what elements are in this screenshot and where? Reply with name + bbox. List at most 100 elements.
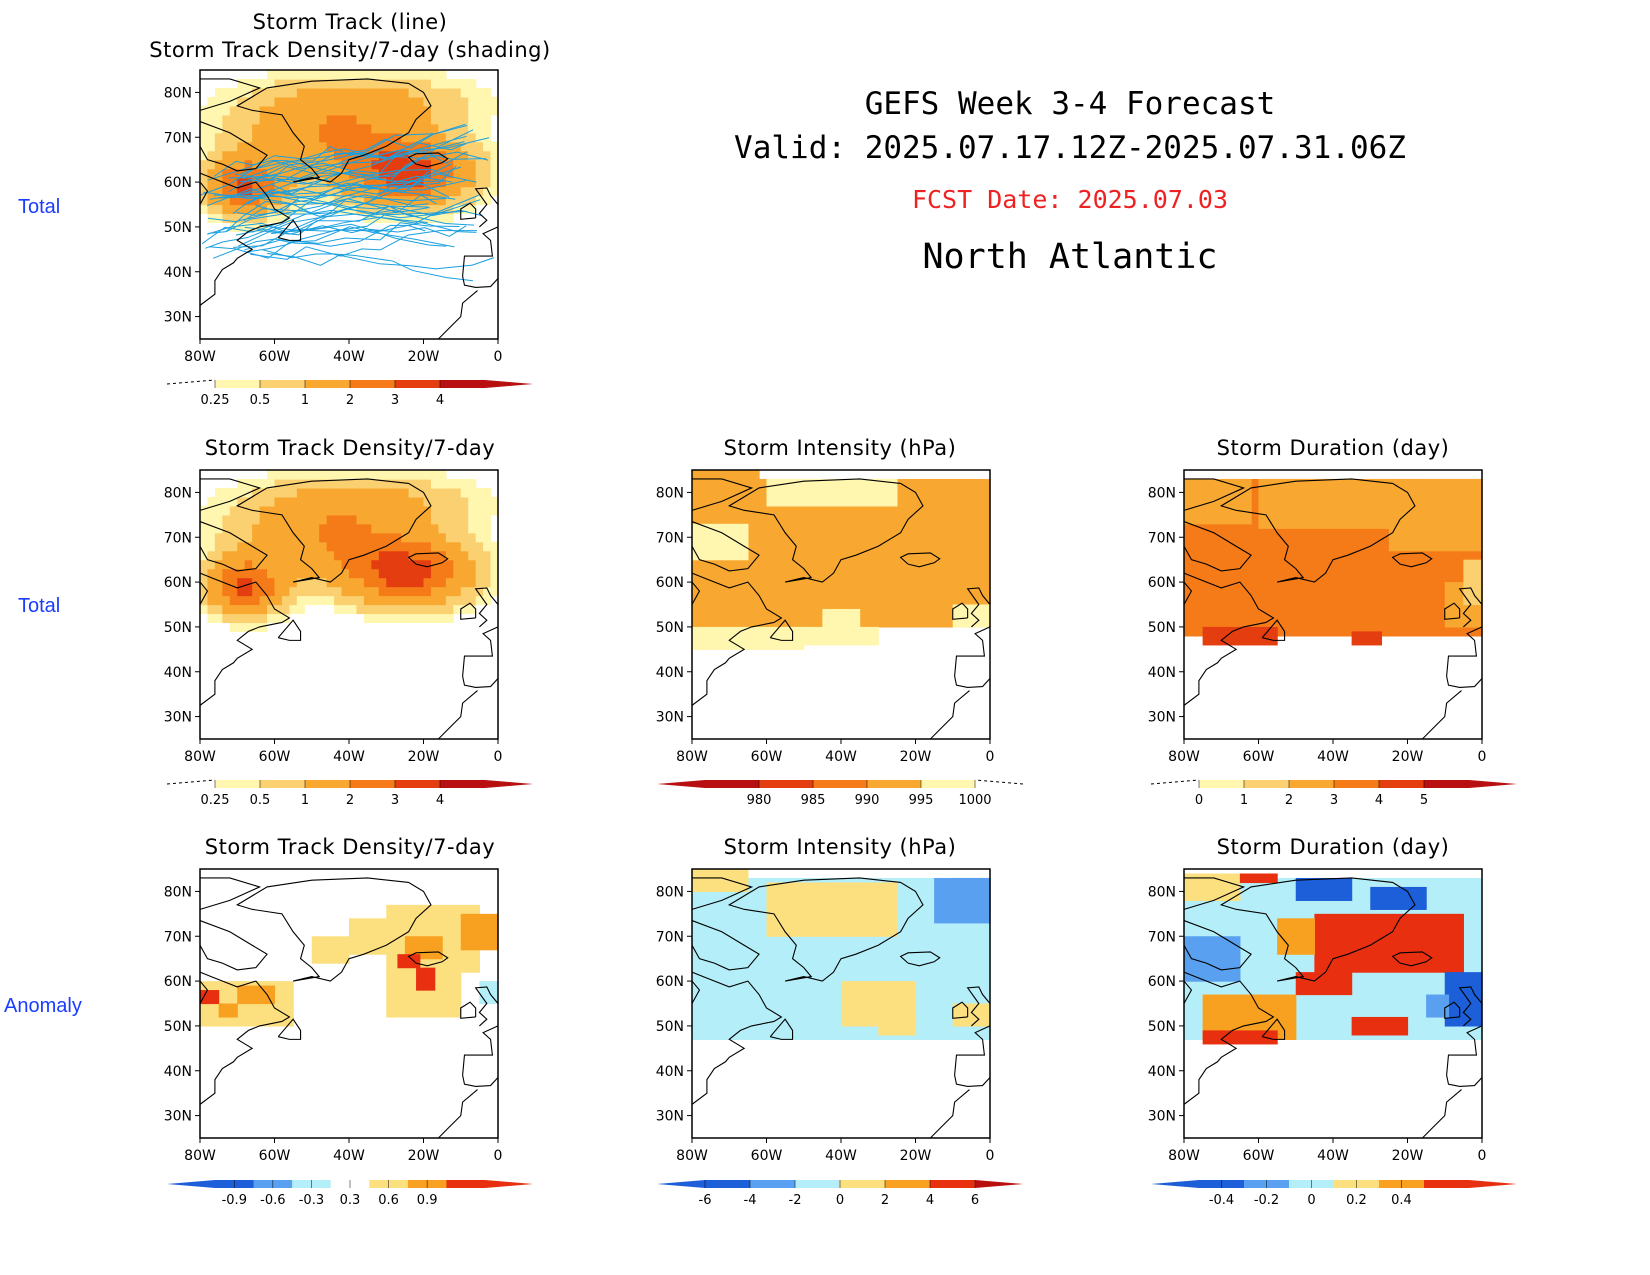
density-cell (393, 114, 402, 125)
density-cell (438, 586, 447, 597)
density-cell (371, 613, 380, 624)
density-cell (401, 177, 410, 188)
density-cell (289, 523, 298, 534)
density-cell (311, 496, 320, 507)
density-cell (334, 132, 343, 143)
density-cell (483, 141, 492, 152)
density-cell (423, 505, 432, 516)
density-cell (349, 78, 358, 89)
density-cell (200, 141, 209, 152)
density-cell (229, 505, 238, 516)
grid-cell (692, 869, 749, 893)
density-cell (378, 96, 387, 107)
coastlines (691, 877, 991, 1139)
density-cell (319, 114, 328, 125)
density-cell (423, 159, 432, 170)
grid-cell (311, 936, 350, 964)
density-cell (483, 559, 492, 570)
density-cell (289, 568, 298, 579)
lat-tick-label: 40N (1148, 1064, 1176, 1080)
density-cell (445, 604, 454, 615)
lat-tick-label: 50N (164, 1019, 192, 1035)
density-cell (334, 568, 343, 579)
density-cell (356, 505, 365, 516)
density-cell (349, 186, 358, 197)
lon-tick-label: 80W (676, 1148, 708, 1164)
density-cell (341, 177, 350, 188)
density-cell (445, 114, 454, 125)
density-cell (438, 213, 447, 224)
lon-tick-label: 40W (825, 1148, 857, 1164)
lat-tick-label: 30N (1148, 1109, 1176, 1125)
density-cell (408, 541, 417, 552)
lon-tick-label: 20W (900, 749, 932, 765)
density-cell (393, 132, 402, 143)
density-cell (438, 105, 447, 116)
density-cell (416, 487, 425, 498)
density-cell (438, 204, 447, 215)
density-cell (356, 159, 365, 170)
density-cell (460, 586, 469, 597)
density-cell (229, 496, 238, 507)
density-cell (252, 496, 261, 507)
density-cell (229, 532, 238, 543)
density-cell (296, 150, 305, 161)
density-cell (468, 87, 477, 98)
density-cell (423, 186, 432, 197)
density-cell (430, 487, 439, 498)
density-cell (229, 186, 238, 197)
density-cell (237, 222, 246, 232)
density-cell (296, 186, 305, 197)
density-cell (445, 186, 454, 197)
density-cell (222, 577, 231, 588)
lon-tick-label: 80W (184, 349, 216, 365)
density-cell (363, 577, 372, 588)
density-cell (378, 132, 387, 143)
density-cell (237, 559, 246, 570)
density-cell (371, 114, 380, 125)
density-cell (252, 114, 261, 125)
density-cell (423, 105, 432, 116)
density-cell (416, 568, 425, 579)
coastline-segment (1183, 877, 1246, 910)
density-cell (304, 132, 313, 143)
density-cell (483, 532, 492, 543)
density-cell (229, 213, 238, 224)
density-cell (311, 523, 320, 534)
density-cell (393, 550, 402, 561)
density-cell (311, 141, 320, 152)
density-cell (445, 559, 454, 570)
density-cell (423, 523, 432, 534)
density-cell (304, 141, 313, 152)
density-cell (371, 559, 380, 570)
density-cell (289, 195, 298, 206)
density-cell (475, 150, 484, 161)
density-cell (408, 604, 417, 615)
colorbar-density-total: 0.25 0.5 1 2 3 4 (166, 779, 533, 808)
density-cell (281, 168, 290, 179)
density-cell (430, 523, 439, 534)
density-cell (356, 586, 365, 597)
density-cell (363, 505, 372, 516)
density-cell (386, 114, 395, 125)
density-cell (274, 523, 283, 534)
storm-track-line (201, 170, 430, 245)
density-cell (252, 595, 261, 606)
density-cell (408, 523, 417, 534)
coastline-segment (926, 690, 970, 740)
density-cell (326, 159, 335, 170)
anomaly-cells (200, 904, 499, 1027)
density-cell (460, 514, 469, 525)
density-cell (386, 496, 395, 507)
density-cell (222, 523, 231, 534)
density-cell (289, 505, 298, 516)
density-cell (304, 586, 313, 597)
density-cell (371, 123, 380, 134)
density-cell (229, 168, 238, 179)
density-cell (214, 532, 223, 543)
density-cell (237, 105, 246, 116)
colorbar-label: -4 (744, 1193, 757, 1208)
density-cell (222, 204, 231, 215)
density-cell (349, 123, 358, 134)
density-cell (341, 70, 350, 80)
